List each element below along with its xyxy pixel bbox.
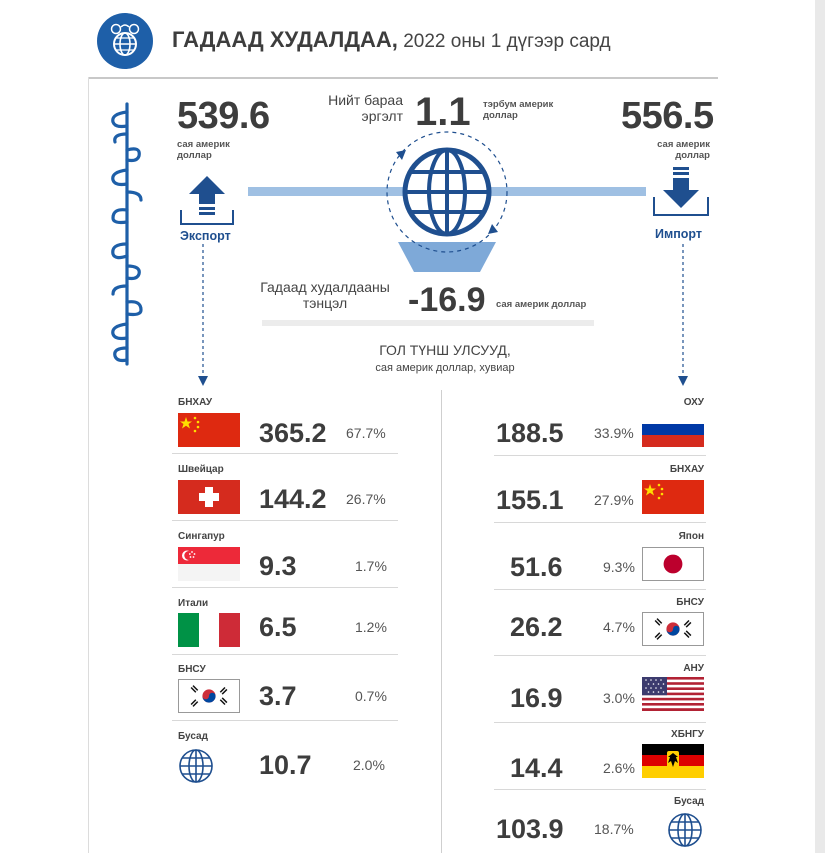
import-arrow-icon xyxy=(653,167,709,216)
import-percent: 33.9% xyxy=(594,425,634,441)
import-value: 103.9 xyxy=(496,814,564,844)
mongolian-script-title xyxy=(111,102,143,366)
row-divider xyxy=(494,589,706,590)
singapore-flag-icon xyxy=(178,547,240,581)
export-value: 9.3 xyxy=(259,551,297,581)
balance-scale-globe-icon xyxy=(248,131,646,272)
row-divider xyxy=(494,789,706,790)
row-divider xyxy=(172,654,398,655)
import-value: 16.9 xyxy=(510,683,563,713)
trade-globe-icon xyxy=(97,13,153,69)
germany-flag-icon xyxy=(642,744,704,778)
export-unit: сая америк доллар xyxy=(177,139,230,161)
balance-underline xyxy=(262,320,594,326)
export-value: 10.7 xyxy=(259,750,312,780)
export-country: Бусад xyxy=(178,731,208,742)
globe-icon xyxy=(179,749,213,783)
row-divider xyxy=(494,655,706,656)
row-divider xyxy=(494,455,706,456)
page-edge xyxy=(815,0,825,853)
import-country: АНУ xyxy=(683,663,704,674)
korea-flag-icon xyxy=(178,679,240,713)
row-divider xyxy=(172,720,398,721)
turnover-unit: тэрбум америк доллар xyxy=(483,99,554,121)
export-label: Экспорт xyxy=(180,229,231,243)
import-percent: 27.9% xyxy=(594,492,634,508)
balance-value: -16.9 xyxy=(408,281,486,319)
import-percent: 4.7% xyxy=(603,619,635,635)
export-percent: 1.7% xyxy=(355,558,387,574)
export-percent: 2.0% xyxy=(353,757,385,773)
import-value: 51.6 xyxy=(510,552,563,582)
export-country: БНХАУ xyxy=(178,397,213,408)
export-percent: 67.7% xyxy=(346,425,386,441)
export-country: Швейцар xyxy=(178,464,224,475)
export-arrow-icon xyxy=(180,176,234,225)
export-percent: 1.2% xyxy=(355,619,387,635)
export-value: 365.2 xyxy=(259,418,327,448)
export-total: 539.6 xyxy=(177,95,270,137)
export-percent: 26.7% xyxy=(346,491,386,507)
export-connector xyxy=(198,244,208,386)
title-divider xyxy=(88,77,718,79)
import-percent: 3.0% xyxy=(603,690,635,706)
import-label: Импорт xyxy=(655,227,703,241)
partners-title: ГОЛ ТҮНШ УЛСУУД, xyxy=(379,342,511,358)
row-divider xyxy=(172,520,398,521)
import-percent: 18.7% xyxy=(594,821,634,837)
turnover-label: Нийт бараа эргэлт xyxy=(328,92,403,124)
row-divider xyxy=(494,522,706,523)
export-value: 6.5 xyxy=(259,612,297,642)
import-unit: сая америк доллар xyxy=(657,139,710,161)
import-country: ОХУ xyxy=(683,397,704,408)
import-country: Бусад xyxy=(674,796,704,807)
row-divider xyxy=(172,587,398,588)
korea-flag-icon xyxy=(642,612,704,646)
export-value: 3.7 xyxy=(259,681,297,711)
export-value: 144.2 xyxy=(259,484,327,514)
import-country: ХБНГУ xyxy=(671,729,704,740)
partners-subtitle: сая америк доллар, хувиар xyxy=(375,362,515,374)
export-percent: 0.7% xyxy=(355,688,387,704)
import-country: Япон xyxy=(678,531,704,542)
export-country: Сингапур xyxy=(178,531,225,542)
import-value: 155.1 xyxy=(496,485,564,515)
column-divider xyxy=(441,390,442,853)
import-value: 188.5 xyxy=(496,418,564,448)
page-title: ГАДААД ХУДАЛДАА, 2022 оны 1 дүгээр сард xyxy=(172,27,611,52)
russia-flag-icon xyxy=(642,413,704,447)
turnover-value: 1.1 xyxy=(415,90,471,134)
import-country: БНХАУ xyxy=(669,464,704,475)
japan-flag-icon xyxy=(642,547,704,581)
import-country: БНСУ xyxy=(676,597,704,608)
balance-unit: сая америк доллар xyxy=(496,299,587,310)
import-value: 26.2 xyxy=(510,612,563,642)
row-divider xyxy=(172,453,398,454)
import-percent: 9.3% xyxy=(603,559,635,575)
usa-flag-icon xyxy=(642,677,704,711)
import-percent: 2.6% xyxy=(603,760,635,776)
china-flag-icon xyxy=(642,480,704,514)
china-flag-icon xyxy=(178,413,240,447)
export-country: БНСУ xyxy=(178,664,206,675)
export-country: Итали xyxy=(178,598,209,609)
switzerland-flag-icon xyxy=(178,480,240,514)
left-margin-line xyxy=(88,77,89,853)
italy-flag-icon xyxy=(178,613,240,647)
import-connector xyxy=(678,244,688,386)
row-divider xyxy=(494,722,706,723)
globe-icon xyxy=(668,813,702,847)
balance-label: Гадаад худалдааны тэнцэл xyxy=(260,279,390,311)
import-value: 14.4 xyxy=(510,753,563,783)
import-total: 556.5 xyxy=(621,95,714,137)
